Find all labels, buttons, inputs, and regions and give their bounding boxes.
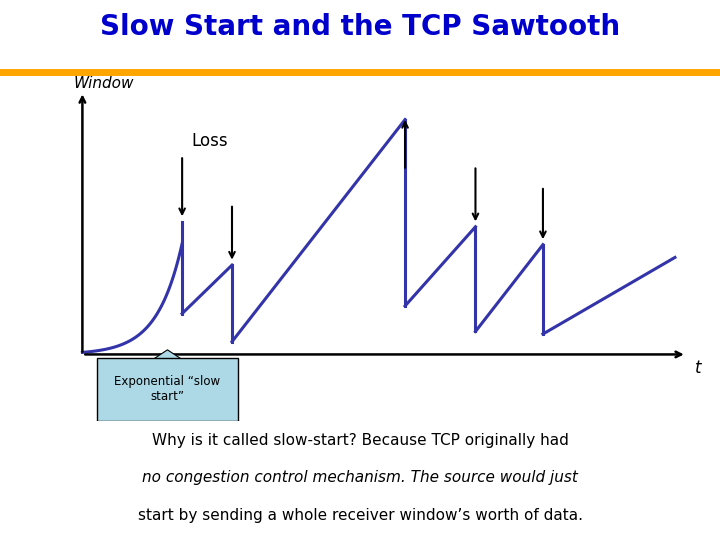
Text: start by sending a whole receiver window’s worth of data.: start by sending a whole receiver window… [138,508,582,523]
Text: no congestion control mechanism. The source would just: no congestion control mechanism. The sou… [142,470,578,485]
Text: Slow Start and the TCP Sawtooth: Slow Start and the TCP Sawtooth [100,14,620,42]
Text: Exponential “slow
start”: Exponential “slow start” [114,375,220,403]
Polygon shape [147,350,188,363]
Text: Window: Window [73,76,134,91]
FancyBboxPatch shape [97,357,238,421]
Text: Why is it called slow-start? Because TCP originally had: Why is it called slow-start? Because TCP… [152,433,568,448]
Text: t: t [695,360,702,377]
Text: Loss: Loss [191,132,228,150]
